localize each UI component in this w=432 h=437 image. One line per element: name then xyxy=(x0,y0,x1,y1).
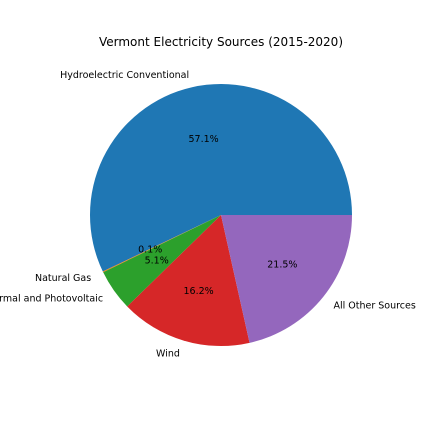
pct-label-natural-gas: 0.1% xyxy=(138,245,162,256)
pct-label-all-other-sources: 21.5% xyxy=(267,260,297,271)
category-label-all-other-sources: All Other Sources xyxy=(333,301,415,312)
category-label-wind: Wind xyxy=(156,349,180,360)
chart-title: Vermont Electricity Sources (2015-2020) xyxy=(99,35,343,49)
pie-wedges xyxy=(90,84,352,346)
pct-label-solar-thermal-and-photovoltaic: 5.1% xyxy=(145,256,169,267)
category-label-hydroelectric-conventional: Hydroelectric Conventional xyxy=(60,70,189,81)
category-label-natural-gas: Natural Gas xyxy=(35,273,91,284)
pct-label-wind: 16.2% xyxy=(184,286,214,297)
pct-label-hydroelectric-conventional: 57.1% xyxy=(189,134,219,145)
category-label-solar-thermal-and-photovoltaic: Solar Thermal and Photovoltaic xyxy=(0,293,103,304)
